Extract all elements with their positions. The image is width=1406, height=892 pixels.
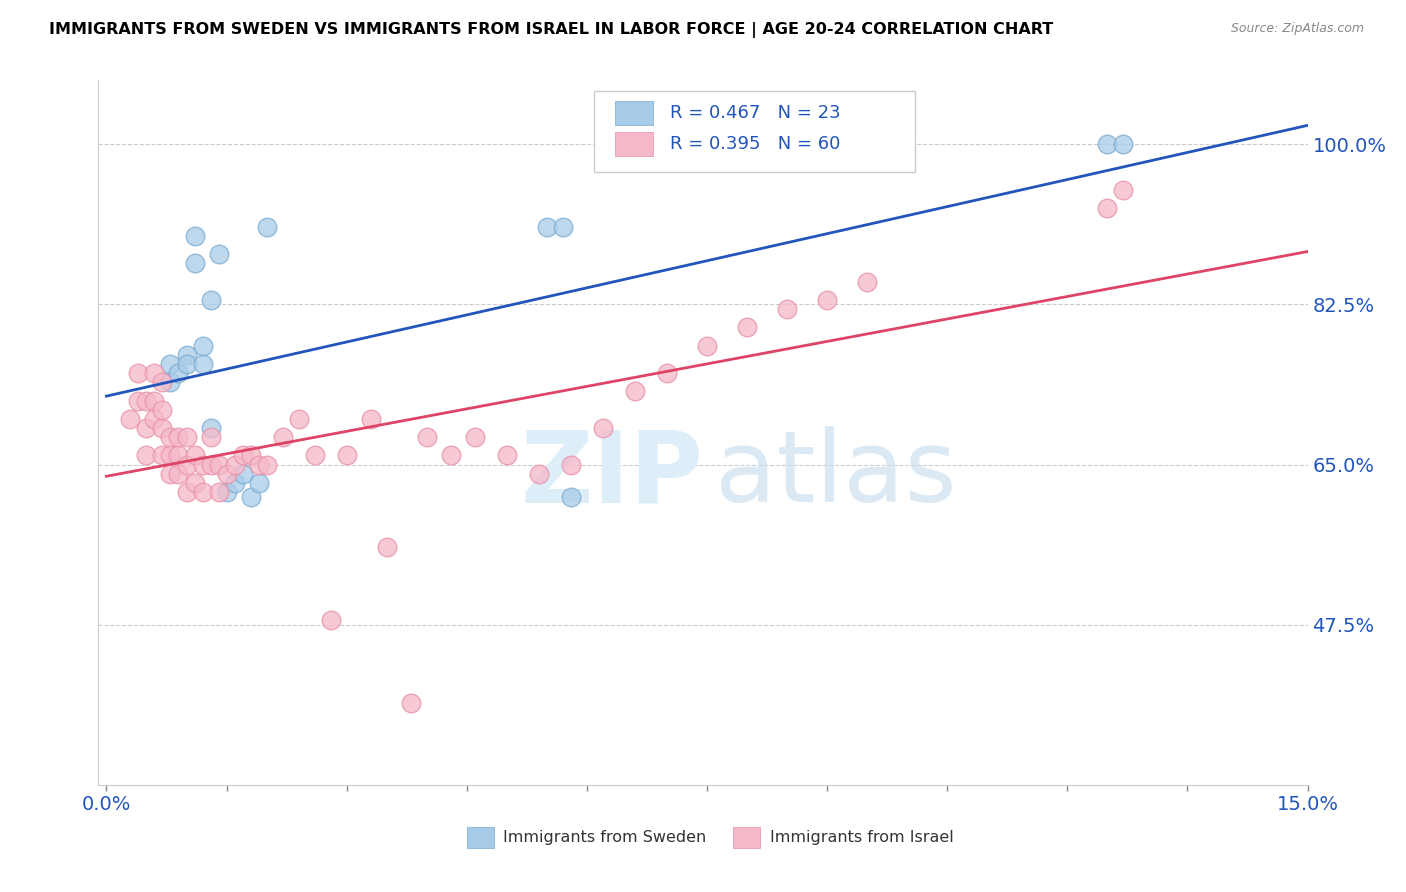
- Point: [375, 540, 398, 554]
- Point: [200, 293, 222, 307]
- Point: [207, 458, 229, 472]
- Point: [183, 475, 205, 490]
- Point: [176, 430, 198, 444]
- Point: [360, 412, 382, 426]
- Point: [176, 485, 198, 500]
- Point: [536, 219, 558, 234]
- Point: [696, 339, 718, 353]
- Point: [239, 490, 262, 504]
- Point: [135, 393, 157, 408]
- Point: [159, 467, 181, 481]
- Point: [856, 275, 879, 289]
- Point: [399, 696, 422, 710]
- Point: [176, 458, 198, 472]
- Point: [191, 485, 214, 500]
- Point: [135, 421, 157, 435]
- Point: [159, 357, 181, 371]
- Point: [183, 228, 205, 243]
- Point: [176, 357, 198, 371]
- Text: R = 0.467   N = 23: R = 0.467 N = 23: [671, 103, 841, 121]
- Point: [256, 458, 278, 472]
- Point: [167, 430, 190, 444]
- Point: [655, 366, 678, 380]
- Point: [207, 247, 229, 261]
- Text: ZIP: ZIP: [520, 426, 703, 524]
- Point: [159, 430, 181, 444]
- Point: [735, 320, 758, 334]
- FancyBboxPatch shape: [614, 132, 654, 156]
- Point: [159, 449, 181, 463]
- Point: [135, 449, 157, 463]
- Point: [152, 449, 174, 463]
- Point: [624, 384, 647, 399]
- Point: [200, 458, 222, 472]
- Point: [183, 449, 205, 463]
- Point: [224, 475, 246, 490]
- Point: [527, 467, 550, 481]
- Point: [336, 449, 359, 463]
- Point: [247, 475, 270, 490]
- Point: [560, 490, 582, 504]
- Point: [1097, 202, 1119, 216]
- Point: [183, 256, 205, 270]
- FancyBboxPatch shape: [734, 827, 759, 848]
- Point: [776, 301, 799, 316]
- Point: [271, 430, 294, 444]
- Point: [127, 366, 149, 380]
- Text: R = 0.395   N = 60: R = 0.395 N = 60: [671, 136, 841, 153]
- Point: [239, 449, 262, 463]
- Point: [152, 421, 174, 435]
- Point: [232, 467, 254, 481]
- Point: [416, 430, 439, 444]
- Point: [224, 458, 246, 472]
- Point: [176, 348, 198, 362]
- Point: [167, 366, 190, 380]
- Text: atlas: atlas: [716, 426, 956, 524]
- Point: [207, 485, 229, 500]
- Point: [159, 376, 181, 390]
- Point: [143, 366, 166, 380]
- Point: [127, 393, 149, 408]
- Text: Source: ZipAtlas.com: Source: ZipAtlas.com: [1230, 22, 1364, 36]
- Point: [200, 430, 222, 444]
- Text: Immigrants from Sweden: Immigrants from Sweden: [503, 830, 707, 846]
- Point: [152, 376, 174, 390]
- Point: [247, 458, 270, 472]
- Point: [215, 485, 238, 500]
- Point: [1112, 183, 1135, 197]
- Point: [152, 402, 174, 417]
- Text: Immigrants from Israel: Immigrants from Israel: [769, 830, 953, 846]
- FancyBboxPatch shape: [614, 102, 654, 125]
- Point: [191, 458, 214, 472]
- Point: [815, 293, 838, 307]
- Point: [232, 449, 254, 463]
- Point: [1097, 137, 1119, 152]
- FancyBboxPatch shape: [467, 827, 494, 848]
- Point: [191, 339, 214, 353]
- Point: [215, 467, 238, 481]
- Point: [143, 412, 166, 426]
- Point: [551, 219, 574, 234]
- Point: [167, 449, 190, 463]
- Point: [495, 449, 517, 463]
- Text: IMMIGRANTS FROM SWEDEN VS IMMIGRANTS FROM ISRAEL IN LABOR FORCE | AGE 20-24 CORR: IMMIGRANTS FROM SWEDEN VS IMMIGRANTS FRO…: [49, 22, 1053, 38]
- Point: [1112, 137, 1135, 152]
- Point: [304, 449, 326, 463]
- Point: [319, 613, 342, 627]
- Point: [120, 412, 142, 426]
- FancyBboxPatch shape: [595, 91, 915, 172]
- Point: [560, 458, 582, 472]
- Point: [167, 467, 190, 481]
- Point: [440, 449, 463, 463]
- Point: [287, 412, 309, 426]
- Point: [592, 421, 614, 435]
- Point: [143, 393, 166, 408]
- Point: [200, 421, 222, 435]
- Point: [464, 430, 486, 444]
- Point: [256, 219, 278, 234]
- Point: [191, 357, 214, 371]
